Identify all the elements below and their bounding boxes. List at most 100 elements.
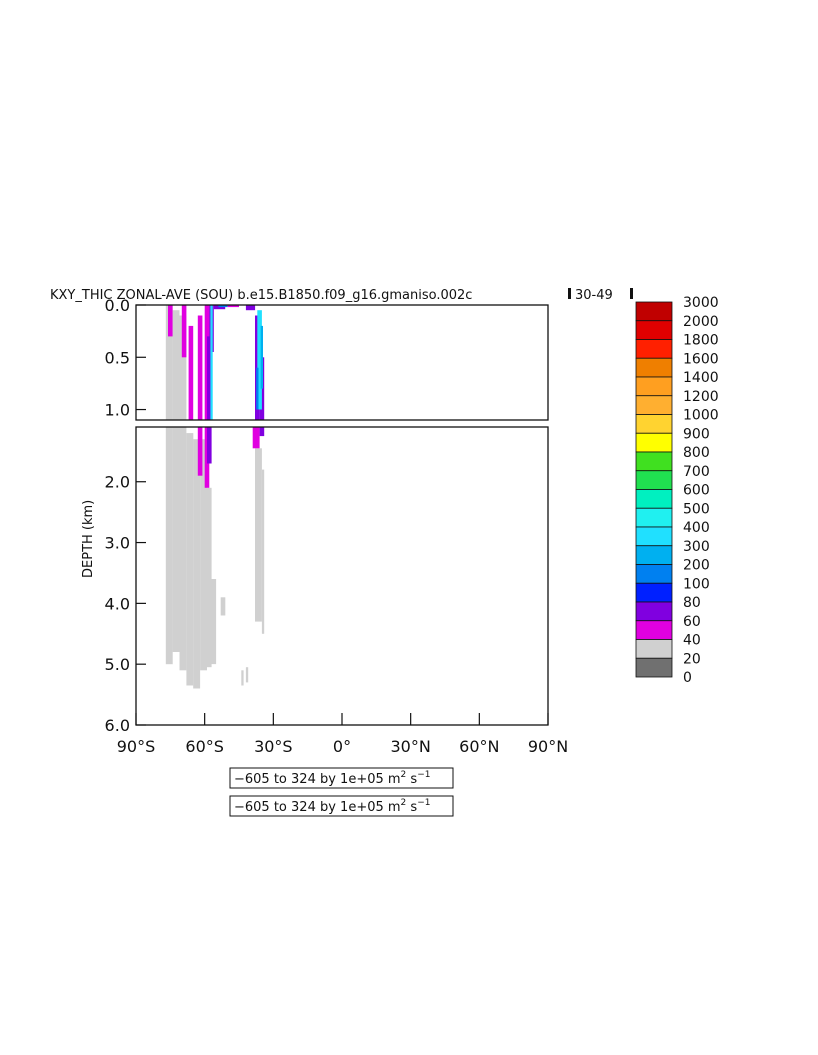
- heatmap-cell: [257, 310, 262, 410]
- colorbar-swatch: [635, 470, 673, 490]
- range-label-1-text: −605 to 324 by 1e+05 m: [234, 772, 401, 787]
- heatmap-cell: [259, 427, 265, 437]
- colorbar-swatch: [635, 601, 673, 622]
- x-tick-label: 60°N: [459, 737, 499, 756]
- colorbar-label: 80: [683, 595, 701, 611]
- top-panel-frame: [135, 304, 549, 421]
- svg-text:−605 to 324 by 1e+05 m2 s−1: −605 to 324 by 1e+05 m2 s−1: [234, 798, 430, 815]
- y-tick-label: 0.5: [105, 348, 130, 367]
- x-tick-label: 90°N: [528, 737, 568, 756]
- heatmap-cell: [197, 315, 203, 420]
- colorbar-label: 700: [683, 464, 710, 480]
- x-tick-label: 90°S: [117, 737, 156, 756]
- heatmap-cell: [165, 305, 173, 420]
- heatmap-cell: [210, 305, 213, 420]
- y-tick-label: 1.0: [105, 401, 130, 420]
- colorbar-label: 60: [683, 614, 701, 630]
- colorbar-swatch: [635, 357, 673, 378]
- range-label-1: −605 to 324 by 1e+05 m2 s−1: [229, 767, 454, 789]
- colorbar-swatch: [635, 639, 673, 659]
- colorbar-swatch: [635, 620, 673, 640]
- colorbar-swatch: [635, 451, 673, 472]
- heatmap-cell: [188, 325, 194, 420]
- colorbar-swatch: [635, 376, 673, 397]
- heatmap-cell: [172, 427, 180, 652]
- range-label-2-mid: s: [406, 800, 417, 815]
- colorbar-label: 0: [683, 670, 692, 686]
- colorbar-swatch: [635, 414, 673, 434]
- colorbar-swatch: [635, 545, 673, 565]
- heatmap-cell: [168, 305, 173, 337]
- colorbar-swatch: [635, 395, 673, 415]
- colorbar-label: 900: [683, 426, 710, 442]
- colorbar-label: 600: [683, 483, 710, 499]
- heatmap-cell: [200, 439, 207, 671]
- y-tick-label: 6.0: [105, 716, 130, 735]
- range-label-2: −605 to 324 by 1e+05 m2 s−1: [229, 795, 454, 817]
- heatmap-cell: [259, 357, 265, 420]
- colorbar-swatch: [635, 339, 673, 359]
- y-axis-title: DEPTH (km): [81, 500, 96, 578]
- heatmap-cell: [220, 597, 226, 616]
- heatmap-cell: [186, 433, 194, 686]
- colorbar-label: 1800: [683, 333, 719, 349]
- colorbar-label: 1000: [683, 408, 719, 424]
- colorbar-label: 3000: [683, 295, 719, 311]
- heatmap-cell: [193, 439, 201, 689]
- colorbar: 3000200018001600140012001000900800700600…: [635, 295, 719, 686]
- heatmap-cell: [207, 487, 212, 668]
- heatmap-cell: [252, 427, 260, 449]
- y-tick-label: 5.0: [105, 655, 130, 674]
- heatmap-cell: [227, 305, 239, 308]
- heatmap-cell: [245, 305, 256, 311]
- range-label-2-sup1: 2: [401, 798, 407, 808]
- y-tick-label: 4.0: [105, 594, 130, 613]
- heatmap-cells: [165, 305, 265, 689]
- heatmap-cell: [179, 427, 187, 671]
- colorbar-label: 1400: [683, 370, 719, 386]
- heatmap-cell: [208, 427, 212, 464]
- colorbar-swatch: [635, 489, 673, 509]
- heatmap-cell: [255, 448, 262, 622]
- colorbar-label: 200: [683, 558, 710, 574]
- heatmap-cell: [256, 367, 259, 410]
- heatmap-cell: [261, 469, 265, 634]
- y-tick-label: 2.0: [105, 473, 130, 492]
- axes: 90°S 60°S 30°S 0° 30°N 60°N 90°N 0.0 0.5 1.0 2.0 3.…: [105, 296, 569, 756]
- heatmap-cell: [260, 325, 263, 389]
- range-label-1-sup1: 2: [401, 770, 407, 780]
- heatmap-cell: [211, 579, 217, 665]
- colorbar-swatch: [635, 657, 673, 678]
- colorbar-swatch: [635, 320, 673, 340]
- colorbar-swatch: [635, 432, 673, 453]
- heatmap-cell: [165, 427, 173, 665]
- colorbar-swatch: [635, 301, 673, 322]
- colorbar-swatch: [635, 564, 673, 584]
- heatmap-cell: [181, 305, 187, 358]
- range-label-2-sup2: −1: [417, 798, 430, 808]
- svg-text:−605 to 324 by 1e+05 m2 s−1: −605 to 324 by 1e+05 m2 s−1: [234, 770, 430, 787]
- x-tick-label: 30°S: [254, 737, 293, 756]
- colorbar-label: 500: [683, 501, 710, 517]
- colorbar-label: 100: [683, 576, 710, 592]
- colorbar-label: 1600: [683, 351, 719, 367]
- colorbar-label: 20: [683, 651, 701, 667]
- colorbar-label: 2000: [683, 314, 719, 330]
- colorbar-label: 300: [683, 539, 710, 555]
- x-tick-label: 30°N: [391, 737, 431, 756]
- heatmap-cell: [172, 310, 180, 420]
- heatmap-cell: [245, 667, 249, 683]
- x-tick-label: 60°S: [185, 737, 224, 756]
- colorbar-swatch: [635, 507, 673, 528]
- range-label-1-mid: s: [406, 772, 417, 787]
- colorbar-label: 1200: [683, 389, 719, 405]
- colorbar-label: 40: [683, 633, 701, 649]
- y-tick-label: 0.0: [105, 296, 130, 315]
- colorbar-label: 800: [683, 445, 710, 461]
- y-tick-label: 3.0: [105, 534, 130, 553]
- colorbar-label: 400: [683, 520, 710, 536]
- heatmap-cell: [207, 336, 212, 420]
- colorbar-swatch: [635, 526, 673, 547]
- heatmap-cell: [218, 305, 228, 308]
